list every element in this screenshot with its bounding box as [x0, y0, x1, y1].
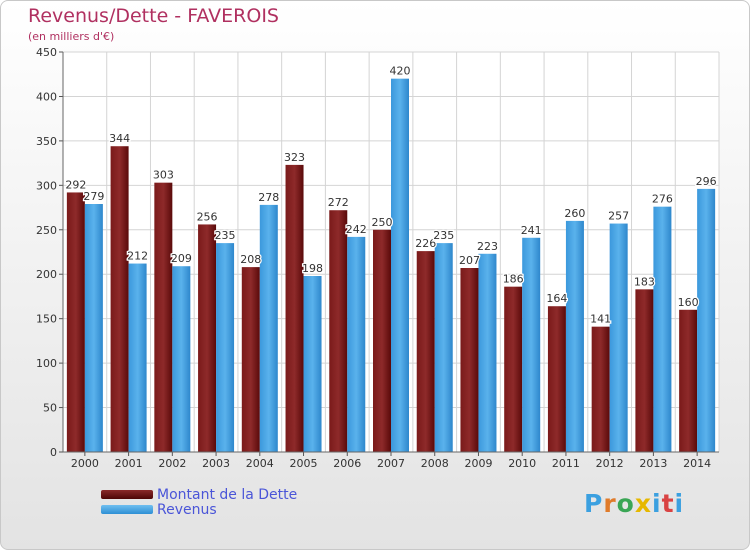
data-label: 260	[564, 207, 585, 220]
legend: Montant de la Dette Revenus	[101, 486, 298, 518]
legend-label-debt: Montant de la Dette	[157, 486, 298, 503]
y-tick-label: 100	[36, 357, 57, 370]
bar-revenus	[84, 204, 103, 452]
y-tick-label: 50	[43, 402, 57, 415]
bar-dette	[635, 289, 654, 452]
x-tick-label: 2003	[202, 457, 230, 470]
data-label: 212	[127, 250, 148, 263]
x-tick-label: 2010	[508, 457, 536, 470]
bar-dette	[329, 210, 348, 452]
bar-revenus	[478, 253, 497, 452]
data-label: 183	[634, 275, 655, 288]
legend-swatch-revenus	[101, 505, 153, 514]
x-tick-label: 2006	[333, 457, 361, 470]
data-label: 303	[153, 169, 174, 182]
bar-dette	[198, 224, 217, 452]
data-label: 209	[171, 252, 192, 265]
data-label: 186	[503, 273, 524, 286]
bar-dette	[241, 267, 260, 452]
x-tick-label: 2013	[639, 457, 667, 470]
bar-revenus	[172, 266, 191, 452]
data-label: 160	[678, 296, 699, 309]
legend-swatch-debt	[101, 490, 153, 499]
x-tick-label: 2000	[71, 457, 99, 470]
x-tick-label: 2001	[115, 457, 143, 470]
bar-revenus	[609, 223, 628, 452]
data-label: 207	[459, 254, 480, 267]
bar-dette	[679, 309, 698, 452]
data-label: 279	[83, 190, 104, 203]
data-label: 235	[433, 229, 454, 242]
data-label: 208	[240, 253, 261, 266]
y-tick-label: 200	[36, 268, 57, 281]
data-label: 420	[390, 65, 411, 78]
data-label: 226	[415, 237, 436, 250]
y-tick-label: 300	[36, 179, 57, 192]
bar-dette	[154, 182, 173, 452]
x-tick-label: 2014	[683, 457, 711, 470]
bar-dette	[285, 164, 304, 452]
data-label: 241	[521, 224, 542, 237]
y-tick-label: 400	[36, 90, 57, 103]
bar-revenus	[522, 237, 541, 452]
data-label: 164	[546, 292, 567, 305]
data-label: 250	[372, 216, 393, 229]
data-label: 278	[258, 191, 279, 204]
bar-revenus	[434, 243, 453, 452]
bar-revenus	[565, 220, 584, 452]
bar-revenus	[216, 243, 235, 452]
legend-item-revenus: Revenus	[101, 501, 297, 518]
data-label: 276	[652, 193, 673, 206]
x-tick-label: 2008	[421, 457, 449, 470]
bar-dette	[547, 306, 566, 452]
data-label: 242	[346, 223, 367, 236]
bar-revenus	[391, 78, 409, 453]
bar-revenus	[347, 236, 366, 452]
y-tick-label: 350	[36, 135, 57, 148]
bar-revenus	[303, 276, 322, 452]
bar-revenus	[128, 263, 147, 452]
legend-label-revenus: Revenus	[157, 501, 217, 518]
x-tick-label: 2011	[552, 457, 580, 470]
bar-dette	[110, 146, 129, 452]
x-tick-label: 2012	[596, 457, 624, 470]
bar-dette	[66, 192, 85, 452]
bar-dette	[373, 229, 391, 452]
data-label: 198	[302, 262, 323, 275]
bar-dette	[591, 326, 610, 452]
y-tick-label: 450	[36, 46, 57, 59]
data-label: 257	[608, 210, 629, 223]
bar-dette	[504, 286, 523, 452]
data-label: 235	[215, 229, 236, 242]
chart-subtitle: (en milliers d'€)	[28, 30, 115, 43]
data-label: 223	[477, 240, 498, 253]
x-tick-label: 2004	[246, 457, 274, 470]
chart-title: Revenus/Dette - FAVEROIS	[28, 5, 279, 27]
data-label: 296	[696, 175, 717, 188]
y-tick-label: 0	[50, 446, 57, 459]
data-label: 272	[328, 196, 349, 209]
legend-item-debt: Montant de la Dette	[101, 486, 298, 503]
x-tick-label: 2007	[377, 457, 405, 470]
data-label: 292	[65, 178, 86, 191]
proxiti-logo: Proxiti	[584, 489, 685, 518]
bar-revenus	[697, 188, 716, 452]
data-label: 323	[284, 151, 305, 164]
x-tick-label: 2002	[158, 457, 186, 470]
data-label: 344	[109, 132, 130, 145]
x-tick-label: 2005	[290, 457, 318, 470]
y-tick-label: 250	[36, 224, 57, 237]
bar-revenus	[653, 206, 672, 452]
data-label: 141	[590, 313, 611, 326]
x-tick-label: 2009	[464, 457, 492, 470]
data-label: 256	[197, 210, 218, 223]
bar-dette	[460, 268, 479, 452]
y-tick-label: 150	[36, 313, 57, 326]
bar-dette	[416, 251, 435, 452]
bar-revenus	[259, 204, 278, 452]
